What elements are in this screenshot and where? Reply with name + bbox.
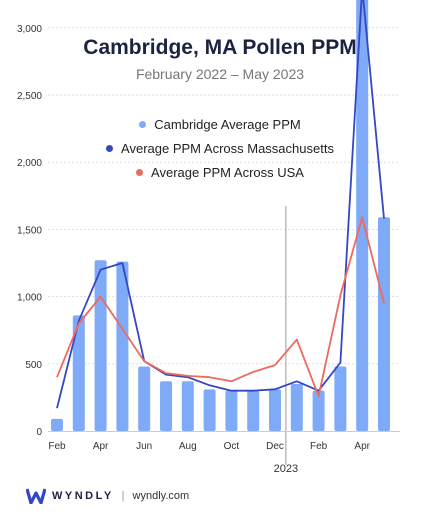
x-tick-label: Apr bbox=[354, 441, 370, 452]
y-tick-label: 0 bbox=[36, 427, 42, 438]
legend-dot-massachusetts bbox=[106, 145, 114, 152]
legend-dot-usa bbox=[136, 169, 144, 176]
bar-cambridge bbox=[116, 261, 129, 431]
legend-item-cambridge: Cambridge Average PPM bbox=[0, 117, 440, 132]
x-tick-label: Aug bbox=[179, 441, 197, 452]
bar-cambridge bbox=[290, 383, 303, 431]
bar-cambridge bbox=[181, 381, 194, 431]
bar-cambridge bbox=[160, 381, 172, 431]
y-tick-label: 3,000 bbox=[17, 24, 42, 35]
bar-cambridge bbox=[203, 389, 216, 431]
bar-cambridge bbox=[51, 418, 63, 431]
legend-label-usa: Average PPM Across USA bbox=[151, 165, 304, 180]
bar-cambridge bbox=[378, 217, 390, 431]
wyndly-logo-icon bbox=[26, 488, 46, 504]
y-tick-label: 1,500 bbox=[17, 225, 42, 236]
bar-cambridge bbox=[225, 390, 238, 431]
bar-cambridge bbox=[356, 0, 369, 431]
x-tick-label: Oct bbox=[224, 441, 240, 452]
bar-cambridge bbox=[94, 260, 107, 431]
legend-dot-cambridge bbox=[139, 121, 147, 128]
footer: WYNDLY | wyndly.com bbox=[26, 487, 189, 505]
chart-subtitle: February 2022 – May 2023 bbox=[135, 66, 305, 82]
bar-cambridge bbox=[269, 389, 281, 431]
x-tick-label: Jun bbox=[136, 441, 152, 452]
x-tick-label: Feb bbox=[48, 441, 66, 452]
y-tick-label: 500 bbox=[25, 360, 42, 371]
x-tick-label: Apr bbox=[93, 441, 109, 452]
series-line-usa bbox=[56, 216, 385, 398]
footer-separator: | bbox=[121, 490, 125, 502]
bar-cambridge bbox=[72, 315, 85, 431]
y-tick-label: 2,500 bbox=[17, 91, 42, 102]
bar-cambridge bbox=[334, 366, 347, 431]
legend-item-usa: Average PPM Across USA bbox=[0, 165, 440, 180]
legend-label-cambridge: Cambridge Average PPM bbox=[154, 117, 301, 132]
bar-cambridge bbox=[247, 390, 260, 431]
year-label: 2023 bbox=[274, 463, 298, 475]
series-line-massachusetts bbox=[56, 0, 385, 409]
legend-label-massachusetts: Average PPM Across Massachusetts bbox=[121, 141, 334, 156]
site-url: wyndly.com bbox=[132, 490, 190, 502]
x-tick-label: Dec bbox=[266, 441, 284, 452]
x-tick-label: Feb bbox=[310, 441, 328, 452]
bar-cambridge bbox=[138, 366, 151, 431]
y-tick-label: 2,000 bbox=[17, 158, 42, 169]
chart-title: Cambridge, MA Pollen PPM bbox=[83, 36, 357, 59]
bar-cambridge bbox=[312, 390, 325, 431]
legend-item-massachusetts: Average PPM Across Massachusetts bbox=[0, 141, 440, 156]
brand-name: WYNDLY bbox=[52, 490, 114, 502]
y-tick-label: 1,000 bbox=[17, 293, 42, 304]
